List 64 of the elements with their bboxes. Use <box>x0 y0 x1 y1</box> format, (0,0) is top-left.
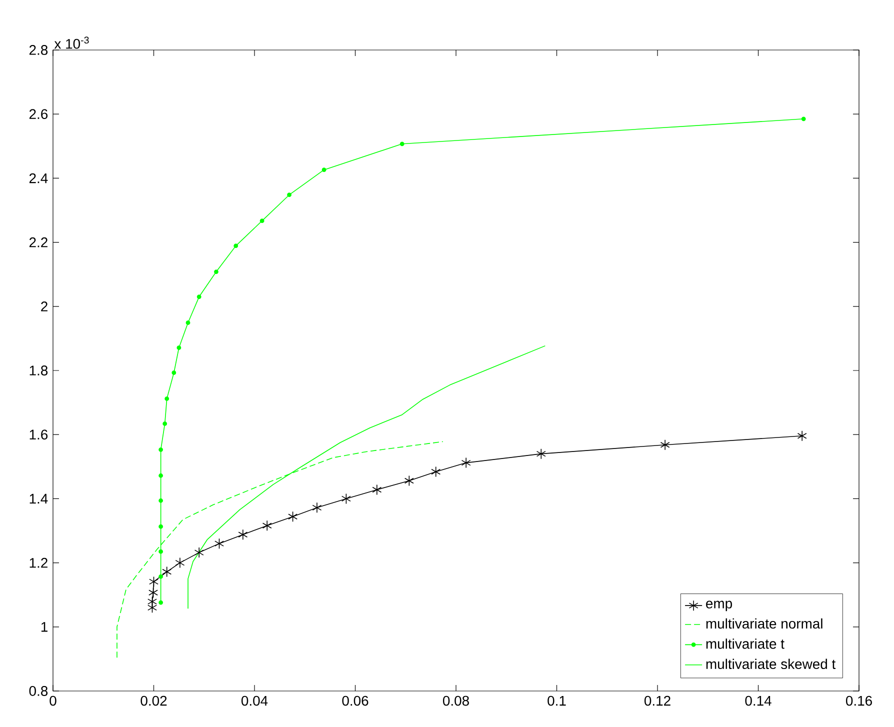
point <box>162 566 172 578</box>
point <box>214 270 218 274</box>
point <box>158 549 164 554</box>
x-tick-label: 0.06 <box>342 696 368 706</box>
y-tick-label: 1.4 <box>30 494 48 504</box>
point <box>158 600 164 605</box>
point <box>660 439 670 450</box>
point <box>400 142 404 146</box>
point <box>158 524 164 529</box>
point <box>404 475 414 486</box>
point <box>162 422 168 426</box>
point <box>148 587 158 598</box>
legend-label: multivariate t <box>706 638 784 649</box>
point <box>158 498 164 503</box>
x-tick-label: 0 <box>50 696 56 706</box>
point <box>238 529 248 540</box>
y-tick-label: 2 <box>41 302 48 312</box>
point <box>372 484 382 496</box>
point <box>172 370 176 375</box>
y-tick-label: 2.2 <box>29 237 48 248</box>
point <box>234 244 238 248</box>
y-tick-label: 1.8 <box>30 366 48 376</box>
point <box>158 473 164 478</box>
x-tick-label: 0.14 <box>745 696 772 706</box>
point <box>149 576 158 588</box>
point <box>431 466 441 478</box>
point <box>260 218 264 224</box>
y-tick-label: 2.4 <box>29 173 48 184</box>
point <box>164 396 170 401</box>
point <box>461 457 471 468</box>
point <box>186 320 190 325</box>
point <box>288 511 298 522</box>
legend-label: emp <box>706 600 732 612</box>
y-tick-label: 0.8 <box>29 686 48 696</box>
x-tick-label: 0.16 <box>846 696 872 706</box>
x-tick-label: 0.04 <box>241 696 268 706</box>
point <box>148 602 157 614</box>
y-tick-label: 1 <box>41 622 48 632</box>
point <box>262 520 272 532</box>
point <box>194 547 204 558</box>
point <box>158 574 164 579</box>
point <box>287 192 292 198</box>
y-tick-label: 1.6 <box>30 430 48 440</box>
y-tick-label: 2.8 <box>29 45 48 55</box>
point <box>175 557 185 568</box>
point <box>158 447 164 452</box>
legend-label: multivariate normal <box>706 618 822 629</box>
x-tick-label: 0.02 <box>140 696 167 706</box>
text: x 10$^{-3}$ <box>54 36 89 49</box>
x-tick-label: 0.12 <box>644 696 670 706</box>
point <box>176 346 182 350</box>
point <box>797 430 807 442</box>
point <box>536 448 546 460</box>
point <box>214 538 224 549</box>
legend-label: multivariate skewed t <box>706 658 836 670</box>
point <box>801 116 806 122</box>
point <box>341 493 351 504</box>
point <box>312 502 322 514</box>
y-tick-label: 2.6 <box>29 109 48 120</box>
x-tick-label: 0.08 <box>442 696 469 706</box>
y-tick-label: 1.2 <box>30 558 48 568</box>
point <box>322 168 326 172</box>
point <box>196 294 202 299</box>
x-tick-label: 0.1 <box>548 696 566 706</box>
